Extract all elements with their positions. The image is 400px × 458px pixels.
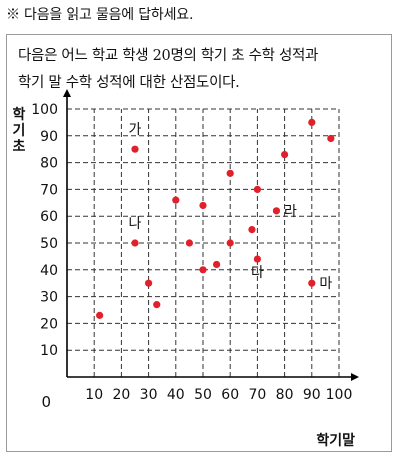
data-point — [145, 279, 153, 287]
data-point — [199, 266, 207, 274]
data-point — [213, 260, 221, 269]
x-axis-arrow — [351, 373, 359, 381]
data-point — [199, 201, 207, 210]
data-points — [96, 118, 335, 319]
problem-box: 다음은 어느 학교 학생 20명의 학기 초 수학 성적과 학기 말 수학 성적… — [6, 34, 392, 452]
point-label: 라 — [284, 204, 297, 220]
x-tick-label: 50 — [194, 387, 212, 403]
data-point — [272, 207, 281, 215]
y-tick-label: 30 — [40, 290, 58, 306]
y-tick-label: 90 — [40, 129, 58, 145]
y-axis-arrow — [63, 89, 71, 97]
data-point — [226, 239, 234, 247]
scatter-plot: 10 20 30 40 50 60 70 80 90 100 10 20 30 40 50 60 70 80 90 1… — [13, 89, 359, 449]
point-label: 가 — [129, 122, 142, 138]
data-point — [253, 185, 261, 193]
data-point — [131, 239, 139, 247]
y-tick-label: 60 — [40, 209, 58, 225]
x-tick-label: 90 — [303, 387, 321, 403]
data-point — [308, 279, 316, 287]
passage-line-2: 학기 말 수학 성적에 대한 산점도이다. — [18, 75, 240, 91]
y-axis-title-char: 학 — [13, 107, 26, 123]
instruction-text: ※ 다음을 읽고 물음에 답하세요. — [6, 7, 194, 23]
x-axis-title: 학기말 — [316, 433, 355, 449]
data-point — [281, 150, 289, 159]
point-label: 마 — [319, 276, 332, 292]
tick-labels: 10 20 30 40 50 60 70 80 90 100 10 20 30 40 50 60 70 80 90 1… — [31, 102, 352, 411]
x-tick-label: 20 — [112, 387, 130, 403]
passage-line-1: 다음은 어느 학교 학생 20명의 학기 초 수학 성적과 — [18, 48, 319, 64]
x-tick-label: 70 — [248, 387, 266, 403]
x-tick-label: 60 — [221, 387, 239, 403]
y-tick-label: 100 — [31, 102, 58, 118]
y-tick-label: 80 — [40, 156, 58, 172]
data-point — [248, 226, 256, 234]
point-label: 나 — [129, 216, 142, 232]
point-annotations: 가나다 라마 — [129, 122, 333, 292]
y-axis-title-char: 기 — [13, 123, 26, 139]
data-point — [253, 255, 261, 263]
x-tick-label: 30 — [140, 387, 158, 403]
data-point — [172, 196, 180, 204]
y-tick-label: 50 — [40, 236, 58, 252]
x-tick-label: 100 — [326, 387, 353, 403]
y-tick-label: 70 — [40, 182, 58, 198]
x-tick-label: 40 — [167, 387, 185, 403]
data-point — [96, 311, 104, 319]
passage: 다음은 어느 학교 학생 20명의 학기 초 수학 성적과 학기 말 수학 성적… — [18, 43, 318, 97]
point-label: 다 — [251, 265, 264, 281]
origin-label: 0 — [41, 393, 51, 411]
data-point — [185, 239, 193, 247]
data-point — [153, 301, 161, 309]
data-point — [226, 169, 234, 177]
y-tick-label: 40 — [40, 263, 58, 279]
data-point — [327, 134, 335, 143]
y-tick-label: 20 — [40, 316, 58, 332]
x-tick-label: 10 — [85, 387, 103, 403]
data-point — [308, 118, 316, 126]
y-tick-label: 10 — [40, 343, 58, 359]
x-tick-label: 80 — [276, 387, 294, 403]
axes — [63, 89, 359, 381]
data-point — [131, 145, 139, 153]
grid-lines — [67, 108, 340, 377]
y-axis-title-char: 초 — [13, 139, 26, 155]
